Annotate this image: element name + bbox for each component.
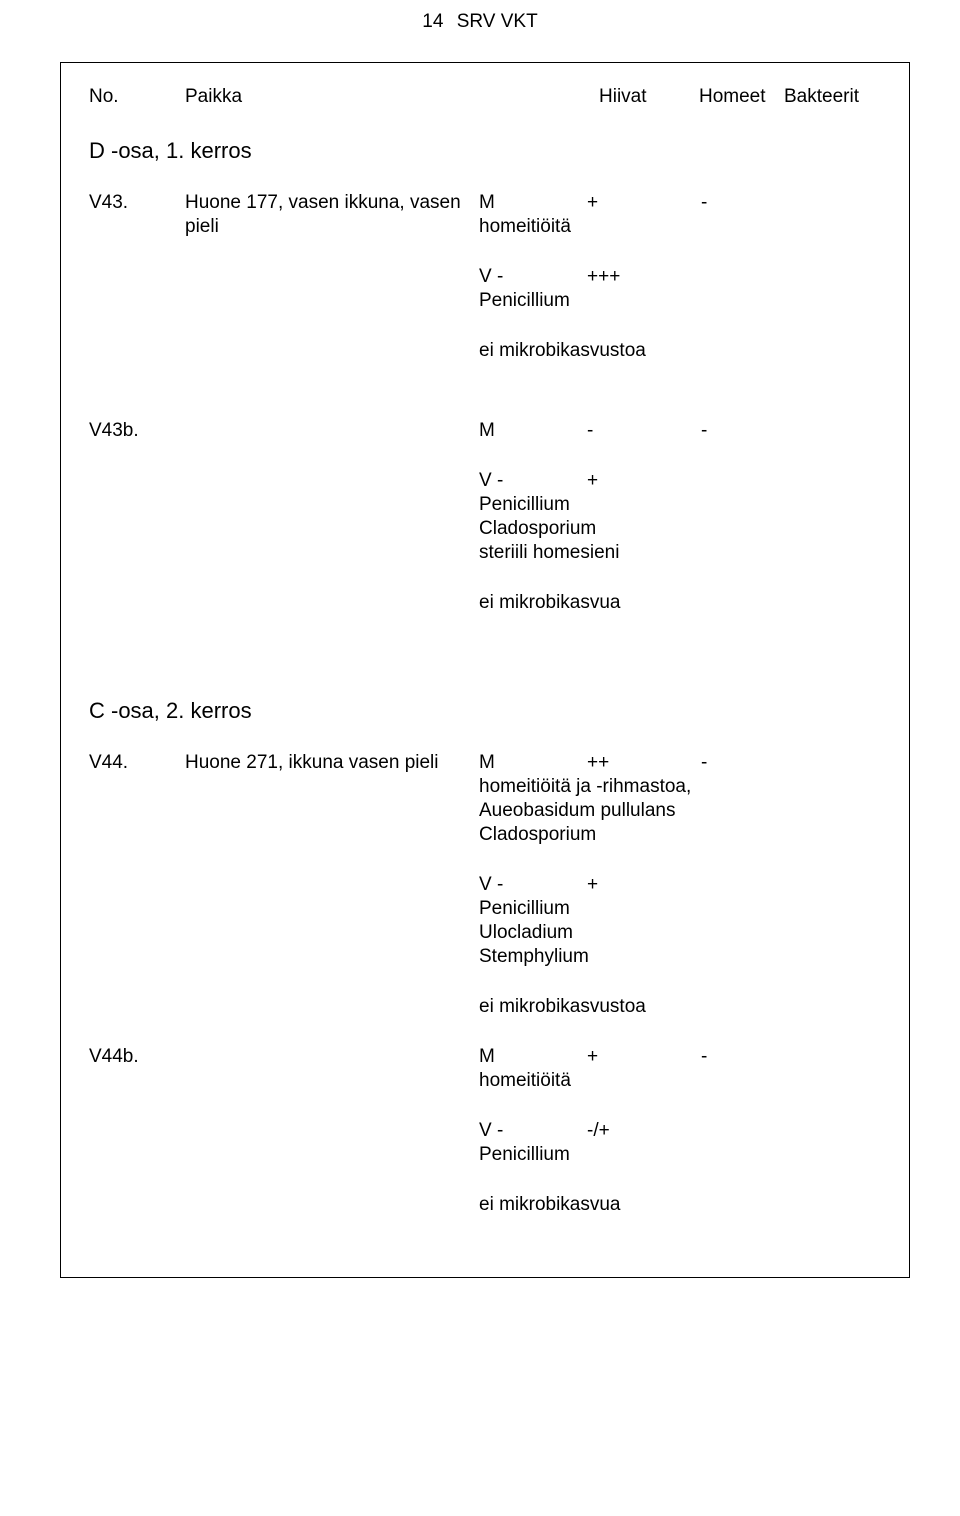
m-homeet: + bbox=[587, 1045, 667, 1069]
after-text: ei mikrobikasvua bbox=[479, 1193, 960, 1217]
spacer bbox=[89, 239, 881, 265]
item-no: V44. bbox=[89, 751, 185, 775]
v-line: Penicillium bbox=[479, 289, 960, 313]
spacer bbox=[89, 1019, 881, 1045]
spacer bbox=[89, 1167, 881, 1193]
after-text: ei mikrobikasvustoa bbox=[479, 339, 960, 363]
item-no: V43b. bbox=[89, 419, 185, 443]
m-line: Aueobasidum pullulans bbox=[479, 799, 960, 823]
spacer bbox=[89, 565, 881, 591]
v-value: + bbox=[587, 469, 667, 493]
page-header: 14 SRV VKT bbox=[0, 0, 960, 62]
m-label: M bbox=[479, 1045, 539, 1069]
v-value: + bbox=[587, 873, 667, 897]
col-header-no: No. bbox=[89, 85, 185, 109]
m-label: M bbox=[479, 191, 539, 215]
m-bakteerit: - bbox=[701, 751, 781, 775]
m-line: Cladosporium bbox=[479, 823, 960, 847]
v-line: Stemphylium bbox=[479, 945, 960, 969]
item-paikka: Huone 177, vasen ikkuna, vasen pieli bbox=[185, 191, 485, 239]
spacer bbox=[89, 165, 881, 191]
header-title: SRV VKT bbox=[457, 11, 538, 32]
col-header-paikka: Paikka bbox=[185, 85, 485, 109]
spacer bbox=[89, 1093, 881, 1119]
spacer bbox=[89, 443, 881, 469]
item-paikka: Huone 271, ikkuna vasen pieli bbox=[185, 751, 485, 775]
col-header-bakteerit: Bakteerit bbox=[784, 85, 874, 109]
column-header-row: No. Paikka Hiivat Homeet Bakteerit bbox=[89, 85, 881, 111]
m-label: M bbox=[479, 751, 539, 775]
v-row: V - + bbox=[479, 873, 960, 897]
page-number: 14 bbox=[422, 11, 443, 32]
after-text: ei mikrobikasvustoa bbox=[479, 995, 960, 1019]
item-no: V44b. bbox=[89, 1045, 185, 1069]
v-line: Penicillium bbox=[479, 1143, 960, 1167]
section-heading-text: D -osa, 1. kerros bbox=[89, 138, 252, 163]
v-value: +++ bbox=[587, 265, 667, 289]
spacer bbox=[89, 313, 881, 339]
spacer bbox=[89, 969, 881, 995]
v-line: steriili homesieni bbox=[479, 541, 960, 565]
m-bakteerit: - bbox=[701, 1045, 781, 1069]
v-line: Penicillium bbox=[479, 897, 960, 921]
col-header-homeet: Homeet bbox=[699, 85, 789, 109]
m-line: homeitiöitä bbox=[479, 215, 960, 239]
spacer bbox=[89, 363, 881, 419]
item-row: V43b. M - - bbox=[89, 419, 881, 443]
item-no: V43. bbox=[89, 191, 185, 215]
content-box: No. Paikka Hiivat Homeet Bakteerit D -os… bbox=[60, 62, 910, 1278]
after-text: ei mikrobikasvua bbox=[479, 591, 960, 615]
spacer bbox=[89, 615, 881, 671]
v-line: Ulocladium bbox=[479, 921, 960, 945]
m-homeet: ++ bbox=[587, 751, 667, 775]
v-row: V - -/+ bbox=[479, 1119, 960, 1143]
v-row: V - + bbox=[479, 469, 960, 493]
item-row: V44b. M + - bbox=[89, 1045, 881, 1069]
item-row: V43. Huone 177, vasen ikkuna, vasen piel… bbox=[89, 191, 881, 215]
v-label: V - bbox=[479, 873, 539, 897]
m-homeet: - bbox=[587, 419, 667, 443]
section-heading: D -osa, 1. kerros bbox=[89, 137, 881, 165]
col-header-hiivat: Hiivat bbox=[599, 85, 679, 109]
m-line: homeitiöitä ja -rihmastoa, bbox=[479, 775, 960, 799]
section-heading-text: C -osa, 2. kerros bbox=[89, 698, 252, 723]
spacer bbox=[89, 725, 881, 751]
spacer bbox=[89, 111, 881, 137]
m-bakteerit: - bbox=[701, 191, 781, 215]
m-label: M bbox=[479, 419, 539, 443]
m-homeet: + bbox=[587, 191, 667, 215]
m-line: homeitiöitä bbox=[479, 1069, 960, 1093]
spacer bbox=[89, 671, 881, 697]
v-value: -/+ bbox=[587, 1119, 667, 1143]
section-heading: C -osa, 2. kerros bbox=[89, 697, 881, 725]
spacer bbox=[89, 847, 881, 873]
v-label: V - bbox=[479, 265, 539, 289]
v-label: V - bbox=[479, 1119, 539, 1143]
v-label: V - bbox=[479, 469, 539, 493]
m-bakteerit: - bbox=[701, 419, 781, 443]
v-line: Cladosporium bbox=[479, 517, 960, 541]
v-line: Penicillium bbox=[479, 493, 960, 517]
item-row: V44. Huone 271, ikkuna vasen pieli M ++ … bbox=[89, 751, 881, 775]
v-row: V - +++ bbox=[479, 265, 960, 289]
page: 14 SRV VKT No. Paikka Hiivat Homeet Bakt… bbox=[0, 0, 960, 1278]
